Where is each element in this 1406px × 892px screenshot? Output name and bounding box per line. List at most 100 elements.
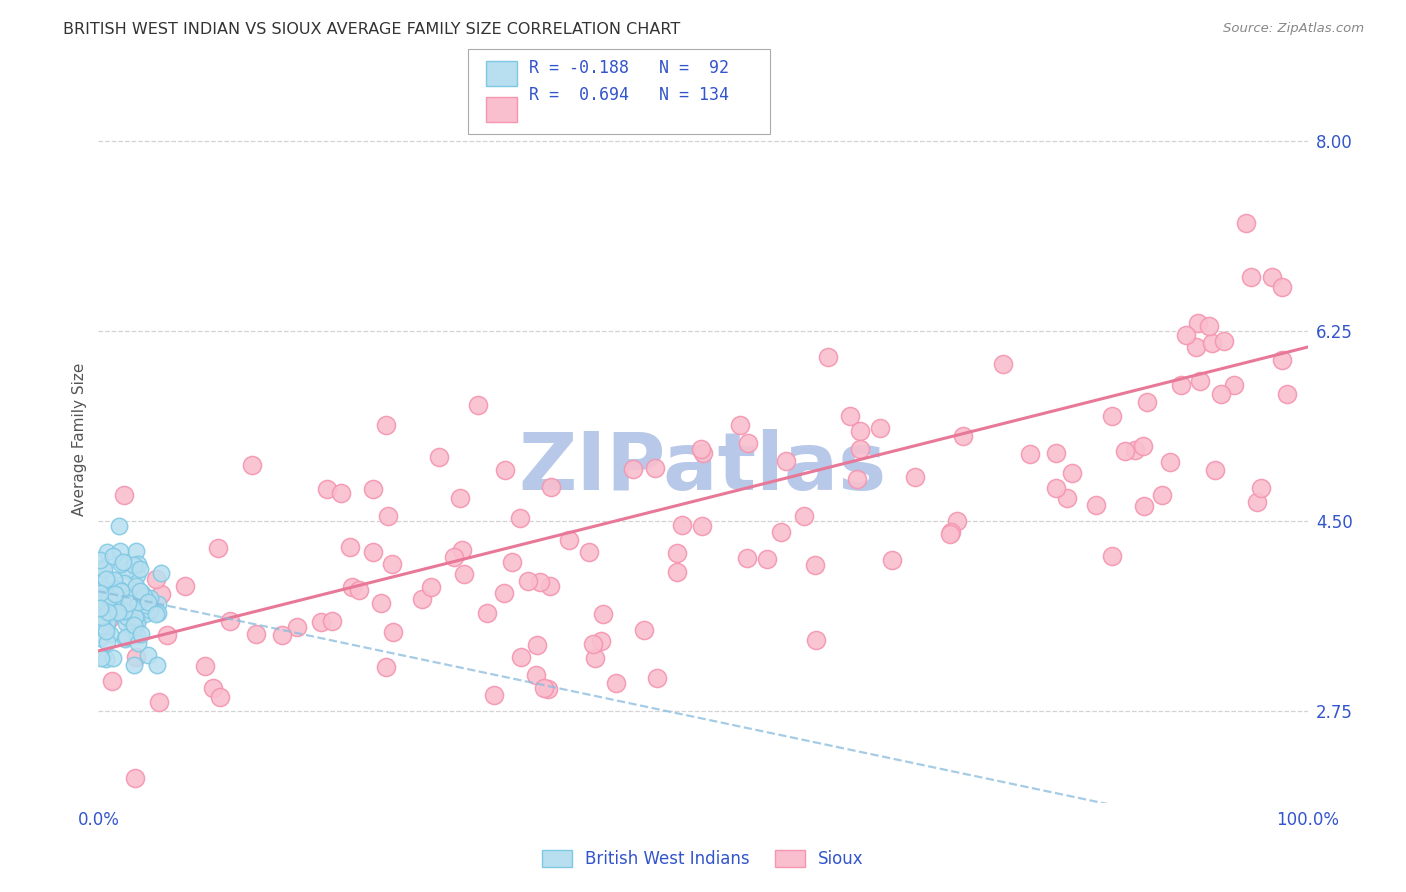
Point xyxy=(377,508,399,523)
Point xyxy=(97,612,120,626)
Point xyxy=(941,524,963,539)
Point xyxy=(107,585,129,599)
Point xyxy=(110,557,132,571)
Point xyxy=(219,614,242,628)
Point xyxy=(952,429,974,443)
Point xyxy=(91,560,114,574)
Point xyxy=(128,584,150,599)
Point xyxy=(96,599,118,614)
Point xyxy=(494,586,516,600)
Point xyxy=(880,553,903,567)
Point xyxy=(538,578,561,592)
Point xyxy=(839,409,862,423)
Point xyxy=(122,658,145,673)
Point xyxy=(443,549,465,564)
Point xyxy=(517,574,540,588)
Point xyxy=(104,592,127,607)
Point xyxy=(131,626,153,640)
Point xyxy=(114,609,136,624)
Point xyxy=(107,605,129,619)
Point xyxy=(1223,377,1246,392)
Point xyxy=(1056,491,1078,506)
Point xyxy=(329,486,352,500)
Point xyxy=(155,628,177,642)
Point xyxy=(1189,374,1212,388)
Point xyxy=(94,624,117,638)
Point xyxy=(494,462,516,476)
Y-axis label: Average Family Size: Average Family Size xyxy=(72,363,87,516)
Point xyxy=(1101,549,1123,564)
Point xyxy=(108,543,131,558)
Point xyxy=(316,482,339,496)
Point xyxy=(127,615,149,630)
Text: R = -0.188   N =  92: R = -0.188 N = 92 xyxy=(529,59,728,77)
Point xyxy=(482,689,505,703)
Point xyxy=(124,609,146,624)
Point xyxy=(98,604,121,618)
Legend: British West Indians, Sioux: British West Indians, Sioux xyxy=(536,843,870,874)
Point xyxy=(122,618,145,632)
Point xyxy=(804,633,827,648)
Point xyxy=(730,417,752,432)
Point xyxy=(1136,394,1159,409)
Point xyxy=(1174,327,1197,342)
Point xyxy=(370,596,392,610)
Point xyxy=(136,648,159,662)
Point xyxy=(735,550,758,565)
Point xyxy=(846,472,869,486)
Point xyxy=(375,418,398,433)
Point xyxy=(361,545,384,559)
Point xyxy=(1261,270,1284,285)
Point xyxy=(904,470,927,484)
Point xyxy=(793,508,815,523)
Point xyxy=(94,572,117,586)
Point xyxy=(309,615,332,629)
Point xyxy=(90,651,112,665)
Point xyxy=(411,592,433,607)
Point xyxy=(509,511,531,525)
Point xyxy=(146,607,169,621)
Point xyxy=(524,668,547,682)
Point xyxy=(104,586,127,600)
Point xyxy=(339,540,361,554)
Point xyxy=(129,596,152,610)
Point xyxy=(1170,378,1192,392)
Point xyxy=(127,558,149,572)
Point xyxy=(134,591,156,605)
Point xyxy=(97,605,120,619)
Point xyxy=(1150,488,1173,502)
Point xyxy=(375,660,398,674)
Point xyxy=(89,601,111,615)
Point xyxy=(419,581,441,595)
Point xyxy=(451,543,474,558)
Point xyxy=(148,695,170,709)
Point xyxy=(118,591,141,606)
Point xyxy=(202,681,225,696)
Point xyxy=(692,518,714,533)
Text: R =  0.694   N = 134: R = 0.694 N = 134 xyxy=(529,87,728,104)
Point xyxy=(526,638,548,652)
Text: Source: ZipAtlas.com: Source: ZipAtlas.com xyxy=(1223,22,1364,36)
Point xyxy=(115,563,138,577)
Point xyxy=(124,612,146,626)
Point xyxy=(1060,466,1083,480)
Point xyxy=(381,624,404,639)
Point xyxy=(245,627,267,641)
Point xyxy=(131,585,153,599)
Point xyxy=(121,618,143,632)
Point xyxy=(114,632,136,646)
Point xyxy=(939,527,962,541)
Point xyxy=(1132,439,1154,453)
Point xyxy=(1271,353,1294,368)
Point xyxy=(96,635,118,649)
Point xyxy=(737,436,759,450)
Point xyxy=(849,424,872,438)
Point xyxy=(945,514,967,528)
Point xyxy=(101,549,124,564)
Point xyxy=(149,587,172,601)
Point xyxy=(96,545,118,559)
Point xyxy=(97,601,120,615)
Point xyxy=(1198,319,1220,334)
Text: ZIPatlas: ZIPatlas xyxy=(519,429,887,508)
Point xyxy=(529,574,551,589)
